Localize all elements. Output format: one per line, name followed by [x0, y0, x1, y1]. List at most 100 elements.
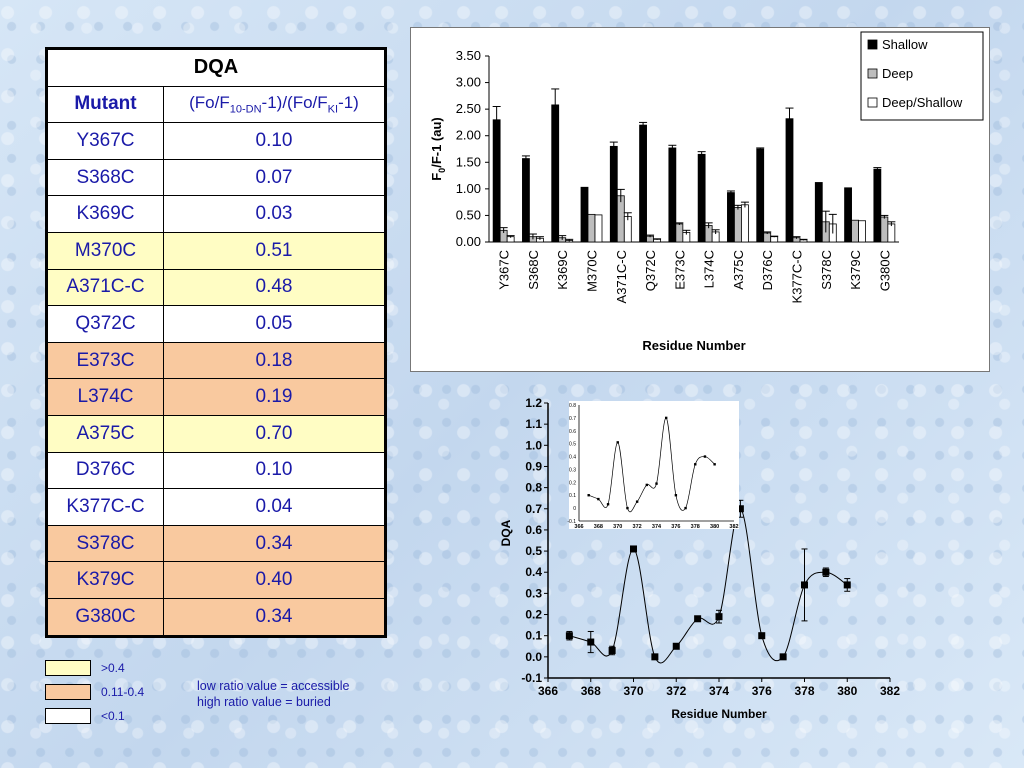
inset-x-tick-label: 376 — [671, 524, 680, 530]
mutant-cell: S378C — [46, 524, 164, 563]
inset-y-tick-label: -0.1 — [567, 519, 576, 525]
legend-swatch — [45, 684, 91, 700]
bar — [587, 213, 596, 243]
data-point — [630, 545, 637, 553]
dqa-value-cell: 0.70 — [163, 414, 386, 453]
inset-point — [703, 455, 707, 458]
y-tick-label: 0.8 — [525, 481, 542, 495]
table-row: K377C-C 0.04 — [46, 488, 386, 526]
y-tick-label: 0.00 — [456, 234, 481, 249]
y-tick-label: 2.50 — [456, 101, 481, 116]
inset-point — [616, 441, 619, 444]
y-axis-title: F0/F-1 (au) — [429, 117, 447, 181]
table-row: S378C 0.34 — [46, 524, 386, 563]
table-row: K379C 0.40 — [46, 561, 386, 599]
data-point — [715, 613, 723, 621]
data-point — [608, 647, 616, 654]
mutant-cell: K369C — [46, 195, 164, 233]
dqa-value-cell: 0.03 — [163, 195, 386, 233]
inset-point — [655, 482, 658, 485]
inset-x-tick-label: 380 — [710, 524, 719, 530]
dqa-value-cell: 0.10 — [163, 451, 386, 490]
inset-chart: -0.1 0 0.1 0.2 0.3 0.4 0.5 0.6 0.7 0.8 366 368 370 37… — [567, 401, 739, 530]
table-row: L374C 0.19 — [46, 378, 386, 416]
y-tick-label: 0.3 — [525, 586, 542, 600]
table-row: G380C 0.34 — [46, 597, 386, 637]
bar — [697, 153, 706, 243]
bar — [551, 104, 560, 243]
bar — [727, 192, 735, 243]
dqa-value-cell: 0.34 — [163, 597, 386, 637]
inset-point — [606, 503, 610, 506]
bar — [814, 182, 823, 243]
table-row: K369C 0.03 — [46, 195, 386, 233]
mutant-cell: K377C-C — [46, 488, 164, 526]
legend-entry: Deep/Shallow — [882, 95, 963, 110]
inset-point — [694, 463, 697, 466]
dqa-value-cell: 0.19 — [163, 378, 386, 416]
table-title: DQA — [46, 48, 386, 87]
table-row: A371C-C 0.48 — [46, 268, 386, 307]
inset-x-tick-label: 372 — [633, 524, 642, 530]
bar — [763, 232, 772, 243]
category-label: G380C — [877, 250, 892, 291]
data-point — [736, 505, 744, 513]
bar-legend: Shallow Deep Deep/Shallow — [860, 31, 984, 121]
y-tick-label: 3.00 — [456, 75, 481, 90]
x-axis-title: Residue Number — [642, 338, 745, 353]
y-tick-label: 0.50 — [456, 207, 481, 222]
inset-y-tick-label: 0.3 — [569, 467, 576, 473]
table-row: E373C 0.18 — [46, 341, 386, 380]
y-tick-label: 0.5 — [525, 544, 542, 558]
dqa-value-cell: 0.04 — [163, 488, 386, 526]
bar — [639, 124, 647, 243]
y-tick-label: 0.0 — [525, 650, 542, 664]
y-tick-label: 1.0 — [525, 438, 542, 452]
dqa-table: DQA Mutant (Fo/F10-DN-1)/(Fo/FKI-1) Y367… — [45, 47, 387, 638]
mutant-cell: Y367C — [46, 122, 164, 160]
category-label: K379C — [848, 250, 863, 290]
x-tick-label: 382 — [880, 684, 900, 698]
y-tick-label: 0.9 — [525, 459, 542, 473]
inset-y-tick-label: 0.7 — [569, 416, 576, 422]
y-tick-label: 3.50 — [456, 48, 481, 63]
bar — [623, 216, 632, 243]
data-point — [587, 638, 595, 646]
table-row: A375C 0.70 — [46, 414, 386, 453]
y-tick-label: 0.1 — [525, 629, 542, 643]
inset-y-tick-label: 0.5 — [569, 442, 576, 448]
bar — [594, 214, 603, 243]
dqa-value-cell: 0.51 — [163, 231, 386, 270]
legend-entry: Shallow — [882, 37, 928, 52]
bar — [609, 145, 618, 243]
y-axis-title: DQA — [499, 519, 513, 546]
legend-swatch — [867, 97, 878, 108]
category-label: E373C — [672, 250, 687, 290]
dqa-value-cell: 0.40 — [163, 561, 386, 599]
data-point — [651, 653, 659, 661]
y-tick-label: 0.2 — [525, 608, 542, 622]
x-tick-label: 374 — [709, 684, 729, 698]
inset-curve — [588, 417, 715, 513]
legend-label: 0.11-0.4 — [101, 685, 145, 699]
bar — [675, 223, 684, 243]
x-tick-label: 380 — [837, 684, 857, 698]
mutant-cell: L374C — [46, 378, 164, 416]
y-tick-label: 1.00 — [456, 181, 481, 196]
data-point — [801, 581, 808, 589]
mutant-cell: A371C-C — [46, 268, 164, 307]
inset-y-tick-label: 0.1 — [569, 493, 576, 499]
legend-swatch — [45, 708, 91, 724]
inset-y-tick-label: 0.8 — [569, 403, 576, 409]
legend-item: 0.11-0.4 — [45, 684, 144, 700]
inset-point — [684, 506, 687, 510]
legend-entry: Deep — [882, 66, 913, 81]
category-label: K369C — [555, 250, 570, 290]
category-label: D376C — [760, 250, 775, 290]
legend-frame — [860, 31, 984, 121]
table-row: D376C 0.10 — [46, 451, 386, 490]
mutant-cell: G380C — [46, 597, 164, 637]
inset-point — [664, 416, 668, 420]
legend-item: >0.4 — [45, 660, 125, 676]
category-label: A371C-C — [614, 250, 629, 303]
